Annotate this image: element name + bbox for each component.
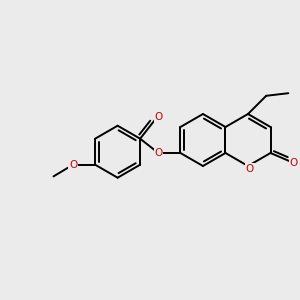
Text: O: O xyxy=(154,148,163,158)
Text: O: O xyxy=(246,164,254,174)
Text: O: O xyxy=(290,158,298,168)
Text: O: O xyxy=(154,112,163,122)
Text: O: O xyxy=(69,160,77,170)
